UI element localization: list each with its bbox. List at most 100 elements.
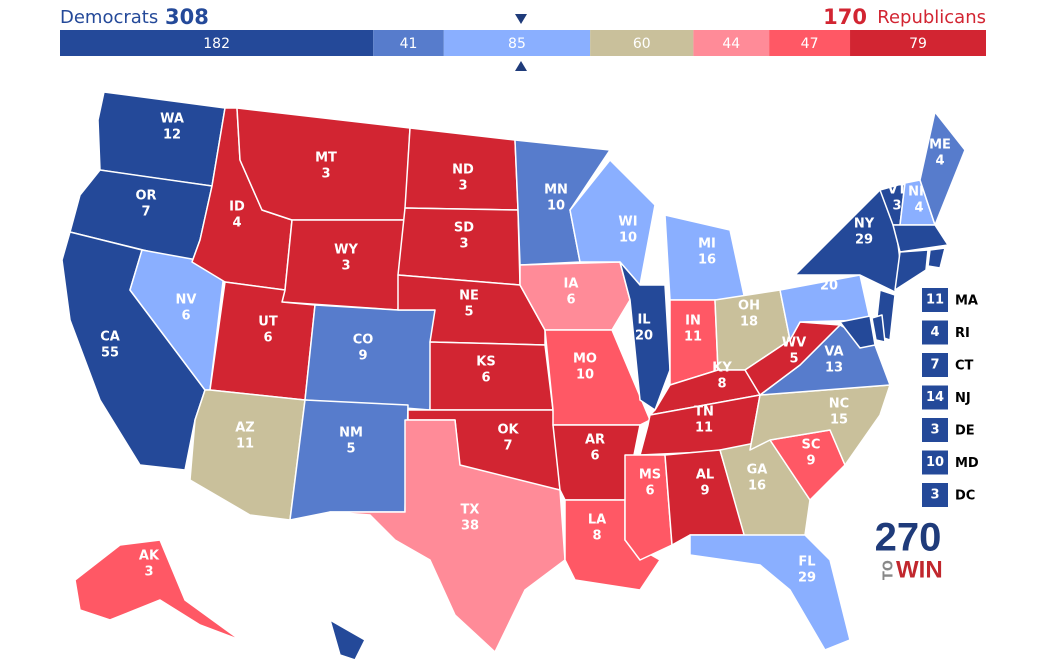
state-abbr: AR — [585, 433, 605, 448]
state-votes: 6 — [181, 309, 190, 324]
state-abbr: WA — [160, 112, 184, 127]
state-votes: 6 — [590, 449, 599, 464]
small-state-abbr: DE — [955, 424, 975, 439]
state — [894, 249, 929, 291]
bar-segment — [769, 30, 851, 56]
state-abbr: WV — [782, 336, 806, 351]
state-votes: 10 — [547, 199, 565, 214]
state-votes: 3 — [892, 199, 901, 214]
state-votes: 16 — [748, 479, 766, 494]
bar-segment-label: 182 — [203, 36, 230, 52]
state-votes: 10 — [619, 231, 637, 246]
state-abbr: NY — [854, 217, 875, 232]
small-state-box — [922, 483, 948, 507]
state — [749, 384, 891, 466]
state-votes: 18 — [740, 315, 758, 330]
state-abbr: OH — [738, 299, 760, 314]
bar-segment — [850, 30, 986, 56]
small-state-box — [922, 385, 948, 410]
state-votes: 4 — [914, 201, 923, 216]
state — [304, 304, 436, 411]
state-votes: 5 — [789, 352, 798, 367]
state-votes: 15 — [830, 413, 848, 428]
state-votes: 7 — [503, 439, 512, 454]
state — [919, 111, 966, 226]
state — [892, 224, 949, 253]
state-abbr: IL — [637, 313, 650, 328]
small-state-votes: 10 — [926, 455, 944, 470]
small-state-box — [922, 288, 948, 312]
state-abbr: AK — [139, 549, 160, 564]
state-abbr: AZ — [235, 421, 255, 436]
state — [329, 419, 566, 653]
small-state-abbr: MA — [955, 294, 978, 309]
state-abbr: AL — [696, 468, 714, 483]
state-abbr: NE — [459, 289, 479, 304]
state-abbr: ND — [452, 163, 474, 178]
state-votes: 6 — [481, 371, 490, 386]
small-state-votes: 14 — [926, 390, 944, 405]
small-state-abbr: NJ — [955, 391, 971, 406]
state — [624, 454, 673, 561]
state-votes: 29 — [798, 571, 816, 586]
marker-top — [515, 14, 527, 24]
state-abbr: GA — [747, 463, 768, 478]
state-abbr: MI — [698, 237, 716, 252]
state-votes: 9 — [358, 349, 367, 364]
state-votes: 8 — [717, 377, 726, 392]
small-state-abbr: MD — [955, 456, 979, 471]
state-abbr: CA — [100, 330, 120, 345]
state-abbr: FL — [798, 555, 815, 570]
logo-to: TO — [882, 560, 897, 580]
state-abbr: NC — [829, 397, 849, 412]
state-abbr: WY — [334, 243, 358, 258]
dem-total: 308 — [165, 5, 209, 29]
small-state-votes: 7 — [930, 358, 939, 373]
state-abbr: NM — [339, 426, 363, 441]
state-votes: 5 — [346, 442, 355, 457]
state-abbr: ID — [229, 200, 245, 215]
bar-segment-label: 60 — [633, 36, 651, 52]
state-abbr: MT — [315, 151, 337, 166]
state-votes: 20 — [635, 329, 653, 344]
bar-segment-label: 41 — [400, 36, 418, 52]
state-votes: 38 — [461, 519, 479, 534]
state-votes: 9 — [806, 454, 815, 469]
small-state-box — [922, 320, 948, 345]
marker-bottom — [515, 61, 527, 71]
state — [927, 247, 946, 269]
state-abbr: MO — [573, 352, 597, 367]
state — [329, 619, 366, 661]
state — [619, 261, 671, 411]
state-abbr: VT — [888, 183, 907, 198]
state-votes: 3 — [321, 167, 330, 182]
state-abbr: IA — [564, 277, 579, 292]
state-votes: 6 — [263, 331, 272, 346]
small-state-votes: 3 — [930, 488, 939, 503]
state-abbr: KY — [712, 361, 732, 376]
state-votes: 55 — [101, 346, 119, 361]
small-state-abbr: RI — [955, 326, 970, 341]
state-abbr: MS — [639, 468, 661, 483]
small-state-votes: 3 — [930, 423, 939, 438]
state-votes: 10 — [576, 368, 594, 383]
dem-label: Democrats — [60, 7, 158, 28]
state-votes: 29 — [855, 233, 873, 248]
bar-segment — [443, 30, 591, 56]
state-abbr: LA — [588, 513, 606, 528]
bar-segment-label: 79 — [909, 36, 927, 52]
state-abbr: OK — [497, 423, 519, 438]
state-votes: 4 — [935, 154, 944, 169]
state-abbr: WI — [618, 215, 637, 230]
state-abbr: IN — [685, 314, 701, 329]
state-abbr: KS — [476, 355, 495, 370]
state-votes: 11 — [684, 330, 702, 345]
bar-segment — [60, 30, 374, 56]
bar-segment — [373, 30, 444, 56]
state-votes: 20 — [820, 279, 838, 294]
state-abbr: HI — [314, 625, 330, 640]
state-votes: 8 — [592, 529, 601, 544]
state — [689, 534, 851, 651]
state-votes: 3 — [458, 179, 467, 194]
